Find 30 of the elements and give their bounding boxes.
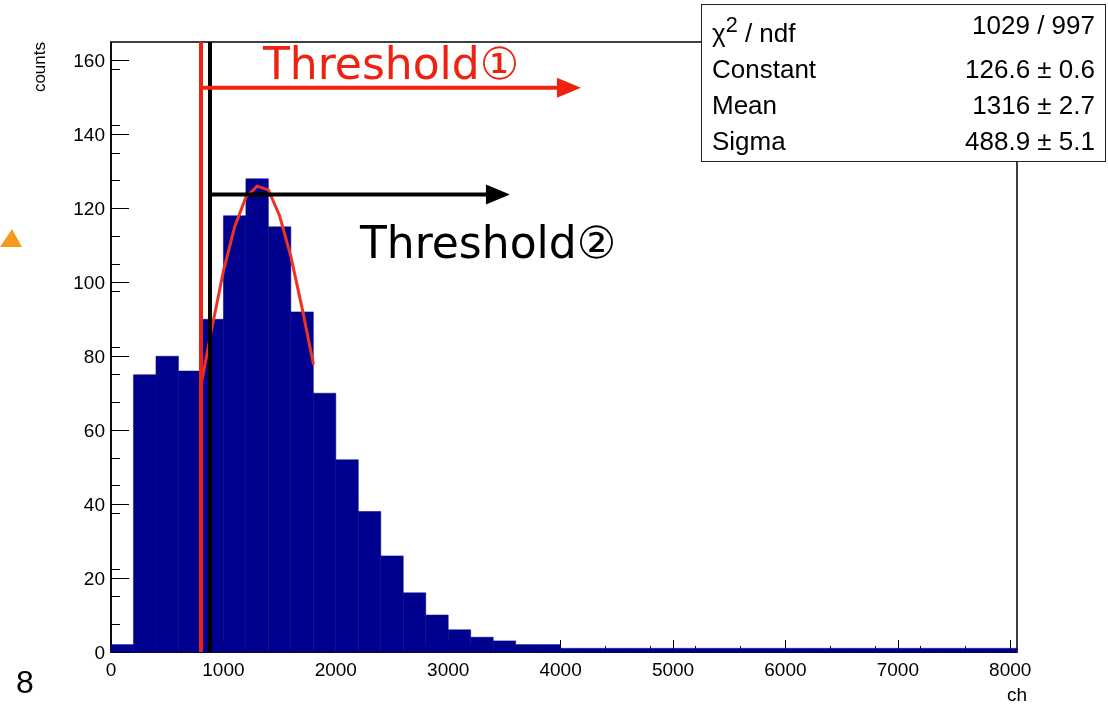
y-tick-label: 100 (73, 271, 105, 293)
x-tick-label: 6000 (764, 659, 807, 680)
y-tick-label: 120 (73, 197, 105, 219)
ref-line-label: Threshold① (262, 37, 520, 89)
annotation: χ$^{2}$ / ndf (712, 11, 797, 50)
y-tick-label: 40 (83, 493, 105, 515)
x-tick-label: 3000 (427, 659, 470, 680)
annotation: Mean (712, 88, 779, 122)
y-tick-label: 0 (94, 641, 105, 663)
y-tick-label: 160 (73, 49, 105, 71)
y-tick-label: 80 (83, 345, 105, 367)
y-axis-title: counts (30, 42, 50, 93)
annotation: 126.6 ± 0.6 (965, 52, 1095, 86)
text: 1029 / 997 (971, 9, 1095, 42)
x-axis-title: ch (1006, 684, 1028, 706)
x-tick-label: 4000 (539, 659, 582, 680)
y-tick-label: 20 (83, 567, 105, 589)
annotation: Constant (712, 52, 818, 86)
annotation: 1316 ± 2.7 (971, 88, 1095, 122)
x-tick-label: 5000 (651, 659, 695, 680)
y-tick-label: 140 (73, 123, 105, 145)
annotation: Sigma (712, 124, 787, 158)
x-tick-label: 7000 (876, 659, 919, 680)
ref-line-label: Threshold② (359, 216, 617, 268)
x-tick-label: 8000 (989, 659, 1032, 680)
y-tick-label: 60 (83, 419, 105, 441)
x-tick-label: 1000 (202, 659, 245, 680)
annotation: 488.9 ± 5.1 (965, 124, 1095, 158)
x-tick-label: 2000 (314, 659, 357, 680)
text: 8 (16, 664, 34, 701)
